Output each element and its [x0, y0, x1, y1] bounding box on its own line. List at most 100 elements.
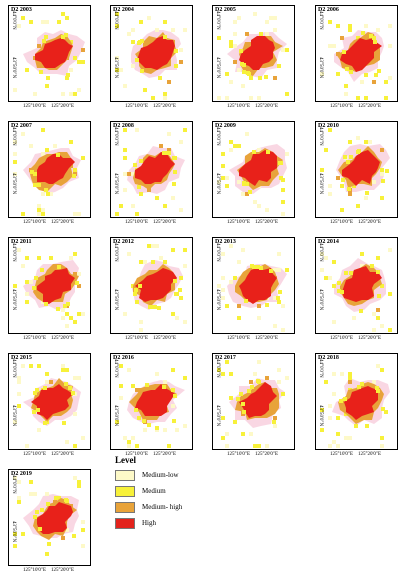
- lon-tick-label: 125°20'0"E: [255, 452, 278, 457]
- lon-tick-label: 125°20'0"E: [255, 220, 278, 225]
- lon-tick-label: 125°10'0"E: [227, 452, 250, 457]
- lon-tick-label: 125°10'0"E: [330, 104, 353, 109]
- lat-tick-label: 44°0'0"N: [318, 359, 323, 378]
- lat-tick-label: 43°50'0"N: [318, 57, 323, 79]
- urban-level-map: [13, 476, 85, 556]
- legend-title: Level: [115, 455, 136, 465]
- lon-tick-label: 125°20'0"E: [51, 452, 74, 457]
- lat-tick-label: 43°50'0"N: [215, 173, 220, 195]
- urban-level-map: [320, 20, 392, 100]
- lon-tick-label: 125°20'0"E: [358, 452, 381, 457]
- lon-tick-label: 125°20'0"E: [51, 568, 74, 573]
- lat-tick-label: 43°50'0"N: [113, 57, 118, 79]
- lon-tick-label: 125°20'0"E: [153, 104, 176, 109]
- lat-tick-label: 43°50'0"N: [318, 173, 323, 195]
- map-frame: D2 2008: [110, 121, 193, 218]
- lat-tick-label: 44°0'0"N: [11, 127, 16, 146]
- lat-tick-label: 44°0'0"N: [113, 11, 118, 30]
- lon-tick-label: 125°10'0"E: [23, 336, 46, 341]
- panel-title: D2 2018: [318, 355, 339, 361]
- lon-tick-label: 125°10'0"E: [227, 104, 250, 109]
- map-frame: D2 2012: [110, 237, 193, 334]
- map-frame: D2 2019: [8, 469, 91, 566]
- legend-label: Medium- high: [142, 503, 183, 511]
- lon-tick-label: 125°20'0"E: [358, 336, 381, 341]
- urban-level-map: [320, 128, 390, 212]
- lon-tick-label: 125°10'0"E: [23, 220, 46, 225]
- lon-tick-label: 125°10'0"E: [125, 336, 148, 341]
- panel-title: D2 2008: [113, 123, 134, 129]
- lat-tick-label: 44°0'0"N: [113, 127, 118, 146]
- legend-label: Medium-low: [142, 471, 179, 479]
- map-frame: D2 2018: [315, 353, 398, 450]
- lat-tick-label: 44°0'0"N: [113, 359, 118, 378]
- urban-level-map: [217, 132, 289, 216]
- urban-level-map: [13, 364, 85, 448]
- map-frame: D2 2005: [212, 5, 295, 102]
- lon-tick-label: 125°20'0"E: [51, 104, 74, 109]
- lat-tick-label: 44°0'0"N: [215, 127, 220, 146]
- panel-title: D2 2004: [113, 7, 134, 13]
- lon-tick-label: 125°10'0"E: [125, 220, 148, 225]
- legend-swatch: [115, 518, 135, 529]
- map-frame: D2 2017: [212, 353, 295, 450]
- lat-tick-label: 43°50'0"N: [113, 289, 118, 311]
- panel-title: D2 2003: [11, 7, 32, 13]
- lon-tick-label: 125°10'0"E: [125, 104, 148, 109]
- lat-tick-label: 43°50'0"N: [11, 57, 16, 79]
- map-frame: D2 2015: [8, 353, 91, 450]
- lon-tick-label: 125°20'0"E: [153, 220, 176, 225]
- lon-tick-label: 125°10'0"E: [330, 452, 353, 457]
- lon-tick-label: 125°10'0"E: [227, 220, 250, 225]
- lat-tick-label: 44°0'0"N: [318, 127, 323, 146]
- lon-tick-label: 125°10'0"E: [330, 220, 353, 225]
- panel-title: D2 2005: [215, 7, 236, 13]
- lat-tick-label: 43°50'0"N: [113, 405, 118, 427]
- legend-swatch: [115, 486, 135, 497]
- map-frame: D2 2011: [8, 237, 91, 334]
- lon-tick-label: 125°20'0"E: [153, 336, 176, 341]
- panel-title: D2 2006: [318, 7, 339, 13]
- lat-tick-label: 43°50'0"N: [215, 405, 220, 427]
- lon-tick-label: 125°10'0"E: [23, 568, 46, 573]
- lat-tick-label: 44°0'0"N: [11, 475, 16, 494]
- lat-tick-label: 44°0'0"N: [113, 243, 118, 262]
- lon-tick-label: 125°10'0"E: [125, 452, 148, 457]
- lat-tick-label: 44°0'0"N: [318, 243, 323, 262]
- panel-title: D2 2016: [113, 355, 134, 361]
- panel-title: D2 2012: [113, 239, 134, 245]
- map-frame: D2 2007: [8, 121, 91, 218]
- lon-tick-label: 125°10'0"E: [330, 336, 353, 341]
- lat-tick-label: 43°50'0"N: [318, 289, 323, 311]
- urban-level-map: [217, 244, 289, 332]
- lat-tick-label: 44°0'0"N: [215, 11, 220, 30]
- urban-level-map: [13, 128, 85, 216]
- urban-level-map: [13, 12, 85, 96]
- panel-title: D2 2010: [318, 123, 339, 129]
- urban-level-map: [115, 12, 187, 100]
- lat-tick-label: 43°50'0"N: [215, 57, 220, 79]
- legend-swatch: [115, 470, 135, 481]
- urban-level-map: [217, 360, 289, 448]
- lon-tick-label: 125°20'0"E: [51, 336, 74, 341]
- map-frame: D2 2009: [212, 121, 295, 218]
- panel-title: D2 2014: [318, 239, 339, 245]
- lat-tick-label: 44°0'0"N: [11, 243, 16, 262]
- panel-title: D2 2015: [11, 355, 32, 361]
- panel-title: D2 2009: [215, 123, 236, 129]
- lat-tick-label: 44°0'0"N: [11, 11, 16, 30]
- lon-tick-label: 125°20'0"E: [358, 220, 381, 225]
- lon-tick-label: 125°20'0"E: [255, 336, 278, 341]
- map-frame: D2 2010: [315, 121, 398, 218]
- lat-tick-label: 43°50'0"N: [215, 289, 220, 311]
- panel-title: D2 2007: [11, 123, 32, 129]
- map-frame: D2 2004: [110, 5, 193, 102]
- map-frame: D2 2014: [315, 237, 398, 334]
- panel-title: D2 2013: [215, 239, 236, 245]
- lat-tick-label: 43°50'0"N: [318, 405, 323, 427]
- urban-level-map: [13, 248, 85, 328]
- urban-level-map: [115, 364, 187, 448]
- urban-level-map: [320, 364, 390, 448]
- lat-tick-label: 43°50'0"N: [11, 405, 16, 427]
- lat-tick-label: 43°50'0"N: [11, 521, 16, 543]
